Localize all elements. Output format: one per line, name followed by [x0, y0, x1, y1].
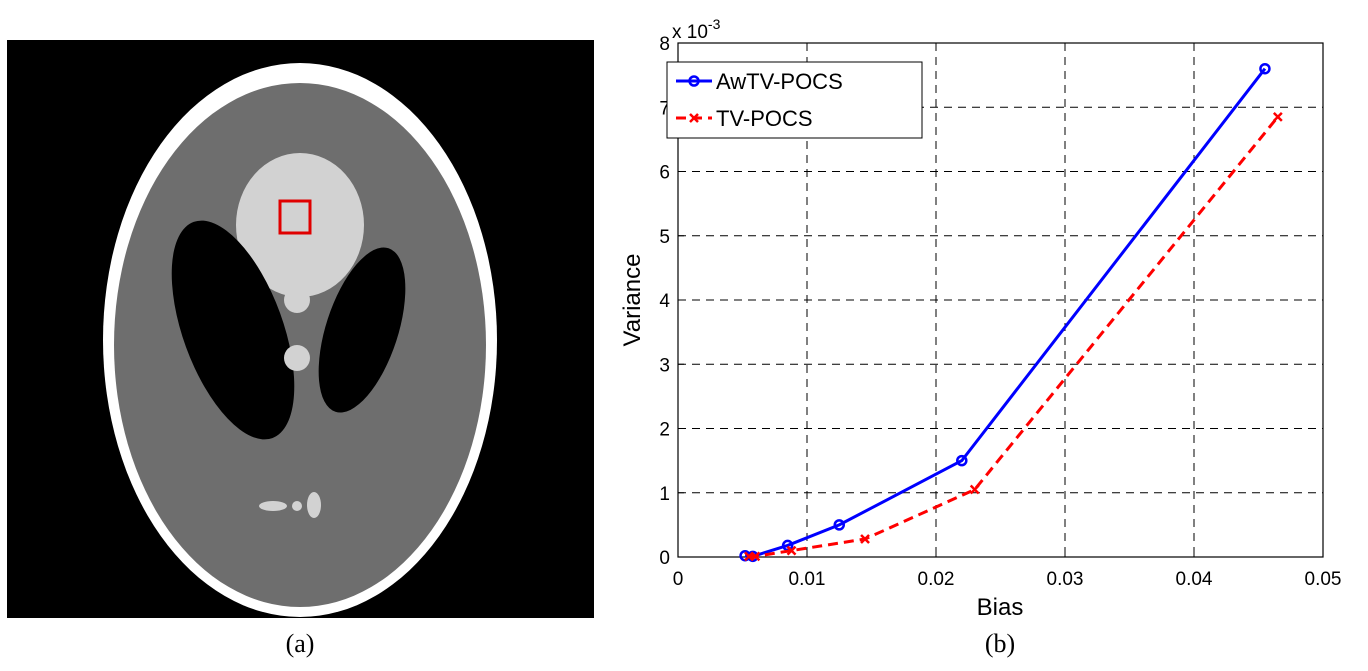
x-tick-label: 0.05 — [1305, 569, 1342, 590]
x-tick-label: 0.03 — [1047, 569, 1084, 590]
y-tick-label: 5 — [659, 227, 670, 248]
x-axis-label: Bias — [977, 594, 1024, 621]
y-tick-label: 7 — [659, 98, 670, 119]
y-tick-label: 2 — [659, 420, 670, 441]
data-point — [1259, 62, 1271, 75]
axis-multiplier: x 10-3 — [672, 16, 721, 43]
multiplier-base: x 10 — [672, 22, 708, 43]
legend-label: AwTV-POCS — [716, 69, 843, 94]
plot-frame — [677, 42, 1324, 558]
data-point — [956, 454, 968, 467]
legend-label: TV-POCS — [716, 106, 813, 131]
data-point — [1272, 112, 1283, 122]
y-tick-label: 4 — [659, 291, 670, 312]
x-tick-label: 0.04 — [1176, 569, 1213, 590]
blob — [284, 287, 310, 313]
x-tick-label: 0 — [673, 569, 684, 590]
y-axis-label: Variance — [619, 254, 646, 347]
blob — [284, 345, 310, 371]
right-ventricle — [318, 247, 406, 413]
roi-box — [278, 199, 312, 235]
y-tick-label: 1 — [659, 484, 670, 505]
phantom-image — [7, 40, 594, 618]
legend-marker — [689, 113, 699, 123]
blob — [307, 492, 321, 518]
caption: (a) — [286, 629, 315, 658]
legend-marker — [688, 75, 700, 87]
region — [236, 153, 364, 297]
left-ventricle — [171, 220, 295, 440]
x-tick-label: 0.01 — [789, 569, 826, 590]
data-point — [860, 534, 870, 544]
blob — [259, 501, 287, 511]
y-tick-label: 6 — [659, 163, 670, 184]
y-tick-label: 0 — [659, 548, 670, 569]
brain — [114, 83, 486, 607]
y-tick-label: 8 — [659, 34, 670, 55]
multiplier-exponent: -3 — [708, 16, 721, 32]
x-tick-label: 0.02 — [918, 569, 955, 590]
legend-box — [666, 61, 923, 139]
data-point — [833, 519, 845, 531]
y-tick-label: 3 — [659, 355, 670, 376]
caption: (b) — [985, 629, 1015, 658]
data-point — [786, 545, 797, 556]
data-point — [969, 484, 980, 495]
blob — [292, 501, 302, 511]
data-point — [750, 551, 761, 562]
